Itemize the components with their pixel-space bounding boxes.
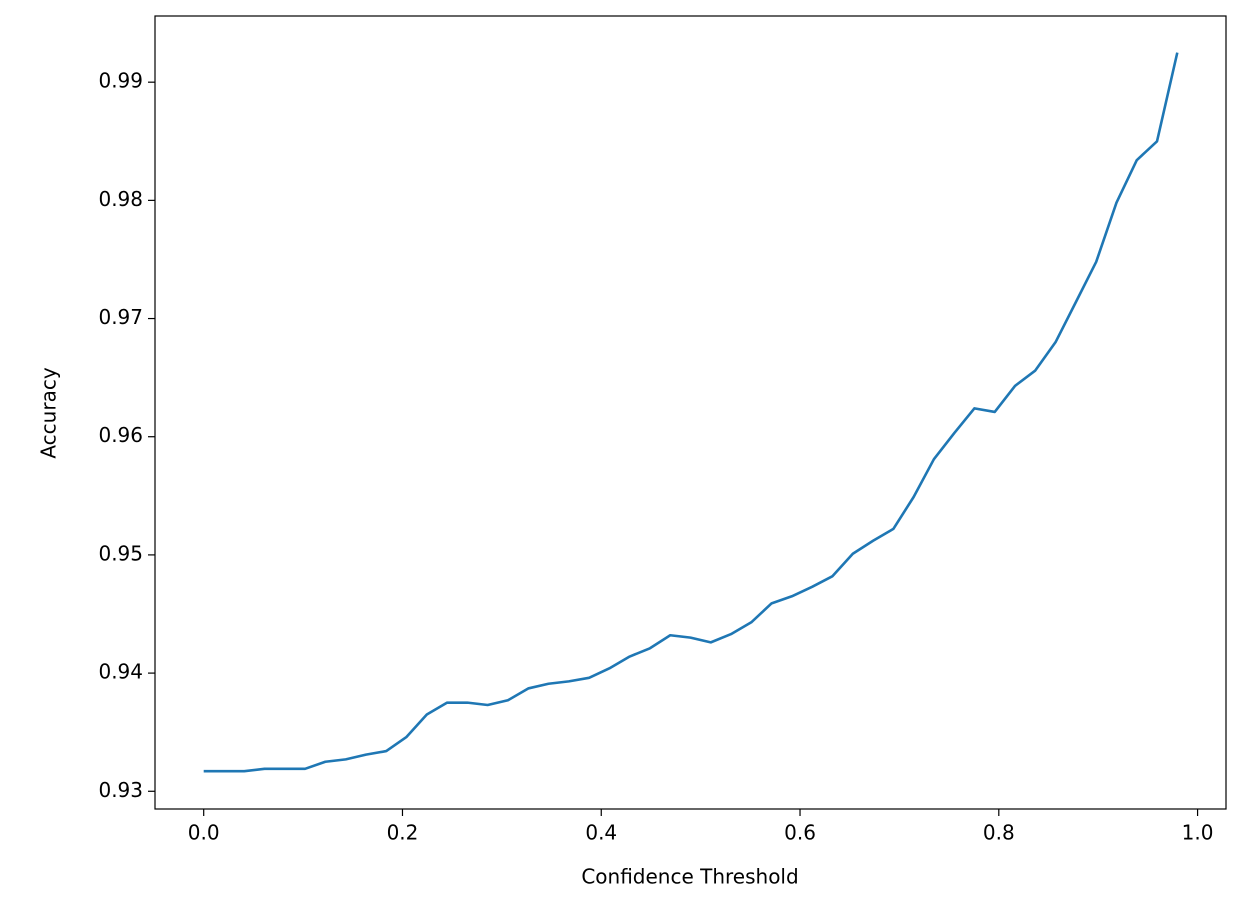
y-tick-label: 0.96 <box>98 423 143 447</box>
plot-frame <box>154 15 1227 810</box>
y-tick-label: 0.94 <box>98 660 143 684</box>
y-tick-label: 0.97 <box>98 305 143 329</box>
x-tick-label: 0.6 <box>784 821 816 845</box>
y-tick-label: 0.95 <box>98 541 143 565</box>
x-axis-label: Confidence Threshold <box>581 865 798 889</box>
y-tick-label: 0.93 <box>98 778 143 802</box>
x-tick-label: 0.4 <box>585 821 617 845</box>
y-tick-label: 0.99 <box>98 69 143 93</box>
y-axis-label: Accuracy <box>37 367 61 458</box>
x-tick-label: 0.8 <box>983 821 1015 845</box>
y-tick-label: 0.98 <box>98 187 143 211</box>
data-line <box>203 52 1179 773</box>
x-tick-label: 0.0 <box>188 821 220 845</box>
x-tick-label: 0.2 <box>387 821 419 845</box>
x-tick-label: 1.0 <box>1182 821 1214 845</box>
